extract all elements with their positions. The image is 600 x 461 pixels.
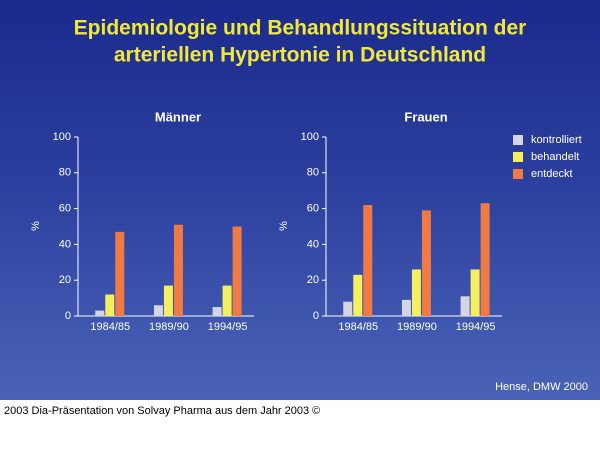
y-tick-label: 20 xyxy=(307,274,319,286)
bar xyxy=(401,299,411,316)
y-tick-label: 100 xyxy=(301,131,319,143)
bar xyxy=(421,210,431,316)
y-tick-label: 40 xyxy=(307,238,319,250)
x-tick-label: 1984/85 xyxy=(90,321,130,333)
bar xyxy=(105,294,115,316)
y-tick-label: 100 xyxy=(53,131,71,143)
bar xyxy=(460,296,470,316)
bar xyxy=(343,301,353,316)
title: arteriellen Hypertonie in Deutschland xyxy=(114,44,486,67)
y-tick-label: 0 xyxy=(65,310,71,322)
panel-title: Frauen xyxy=(404,109,447,124)
x-tick-label: 1994/95 xyxy=(456,321,496,333)
y-axis-label: % xyxy=(30,221,42,231)
legend-swatch xyxy=(513,152,523,162)
slide xyxy=(0,0,600,400)
title: Epidemiologie und Behandlungssituation d… xyxy=(74,17,527,40)
legend-swatch xyxy=(513,135,523,145)
x-tick-label: 1989/90 xyxy=(149,321,189,333)
legend-label: behandelt xyxy=(531,151,579,163)
source: Hense, DMW 2000 xyxy=(495,381,588,393)
legend-swatch xyxy=(513,169,523,179)
bar xyxy=(163,285,173,316)
bar xyxy=(222,285,232,316)
bar xyxy=(232,226,242,316)
panel-title: Männer xyxy=(155,109,201,124)
bar xyxy=(212,307,222,316)
y-tick-label: 80 xyxy=(307,167,319,179)
y-axis-label: % xyxy=(278,221,290,231)
x-tick-label: 1984/85 xyxy=(338,321,378,333)
bar xyxy=(153,305,163,316)
legend-label: entdeckt xyxy=(531,168,573,180)
bar xyxy=(363,205,373,316)
bar xyxy=(95,310,105,316)
bar xyxy=(353,274,363,316)
caption: 2003 Dia-Präsentation von Solvay Pharma … xyxy=(4,405,320,417)
y-tick-label: 60 xyxy=(307,203,319,215)
y-tick-label: 80 xyxy=(59,167,71,179)
y-tick-label: 0 xyxy=(313,310,319,322)
y-tick-label: 40 xyxy=(59,238,71,250)
bar xyxy=(411,269,421,316)
x-tick-label: 1989/90 xyxy=(397,321,437,333)
bar xyxy=(115,231,125,316)
bar xyxy=(470,269,480,316)
bar xyxy=(173,224,183,316)
x-tick-label: 1994/95 xyxy=(208,321,248,333)
legend-label: kontrolliert xyxy=(531,134,582,146)
y-tick-label: 20 xyxy=(59,274,71,286)
bar xyxy=(480,203,490,316)
y-tick-label: 60 xyxy=(59,203,71,215)
